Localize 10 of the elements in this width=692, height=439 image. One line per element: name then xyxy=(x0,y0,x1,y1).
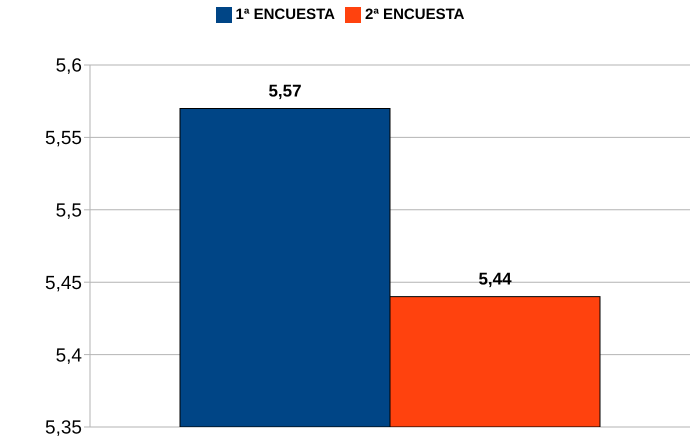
data-label: 5,57 xyxy=(268,81,302,100)
y-tick-label: 5,55 xyxy=(45,128,82,150)
y-tick-label: 5,45 xyxy=(45,272,82,294)
data-label: 5,44 xyxy=(478,270,512,289)
y-tick-label: 5,6 xyxy=(56,56,82,77)
y-tick-label: 5,4 xyxy=(56,345,82,366)
legend-label: 1ª ENCUESTA xyxy=(236,6,335,23)
y-tick-label: 5,35 xyxy=(45,418,82,439)
y-tick-label: 5,5 xyxy=(56,200,82,222)
legend-label: 2ª ENCUESTA xyxy=(365,6,464,23)
